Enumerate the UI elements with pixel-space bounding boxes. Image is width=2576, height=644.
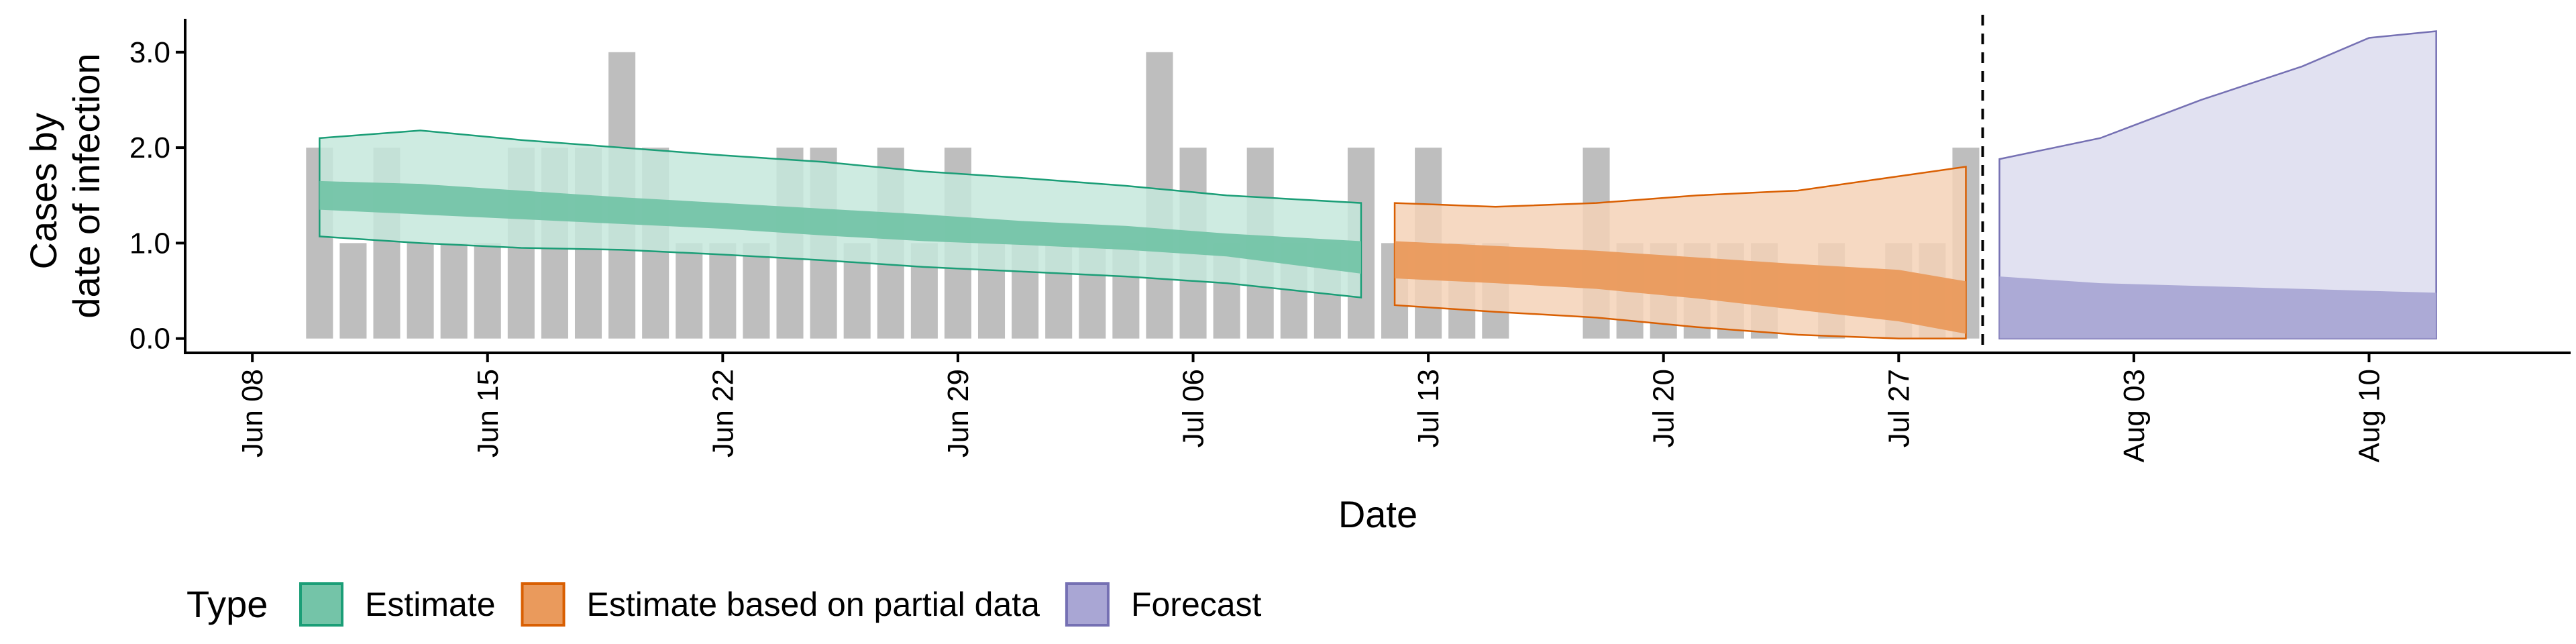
y-axis-title: Cases by date of infection: [22, 53, 107, 318]
case-bar: [339, 243, 367, 339]
x-tick-label: Jun 08: [236, 369, 269, 458]
legend-label: Forecast: [1131, 586, 1262, 623]
legend-swatch: [299, 582, 343, 627]
x-tick-label: Jul 13: [1412, 369, 1445, 447]
x-tick-label: Jul 06: [1177, 369, 1210, 447]
axes: 0.0 1.0 2.0 3.0 Jun 08 Jun 15 Jun 22 Jun 29 Jul …: [129, 19, 2571, 462]
legend-label: Estimate: [365, 586, 496, 623]
x-tick-label: Jul 20: [1648, 369, 1680, 447]
y-tick-label: 3.0: [129, 36, 170, 69]
estimate-inner-band: [319, 180, 1361, 274]
x-axis-title: Date: [1338, 493, 1417, 535]
estimate-based-on-partial-data-inner-band: [1395, 241, 1966, 334]
y-tick-label: 2.0: [129, 131, 170, 164]
legend: Type Estimate Estimate based on partial d…: [186, 582, 1262, 627]
case-bar: [440, 243, 468, 339]
case-bar: [474, 243, 501, 339]
case-bar: [743, 243, 770, 339]
legend-label: Estimate based on partial data: [587, 586, 1040, 623]
x-tick-label: Aug 03: [2118, 369, 2151, 462]
y-axis-title-line-2: date of infection: [65, 53, 107, 318]
case-bar: [676, 243, 703, 339]
legend-swatch: [1065, 582, 1110, 627]
y-axis-title-line-1: Cases by: [22, 113, 64, 269]
y-tick-label: 0.0: [129, 323, 170, 356]
x-tick-label: Aug 10: [2353, 369, 2385, 462]
x-tick-label: Jun 15: [472, 369, 504, 458]
x-tick-label: Jul 27: [1882, 369, 1915, 447]
estimate-bands: [319, 30, 2437, 339]
legend-swatch: [521, 582, 566, 627]
legend-title: Type: [186, 583, 268, 625]
x-tick-label: Jun 29: [942, 369, 975, 458]
x-tick-label: Jun 22: [706, 369, 739, 458]
forecast-inner-band: [1999, 276, 2436, 339]
case-bar: [407, 243, 434, 339]
y-tick-label: 1.0: [129, 227, 170, 260]
case-bar: [709, 243, 737, 339]
